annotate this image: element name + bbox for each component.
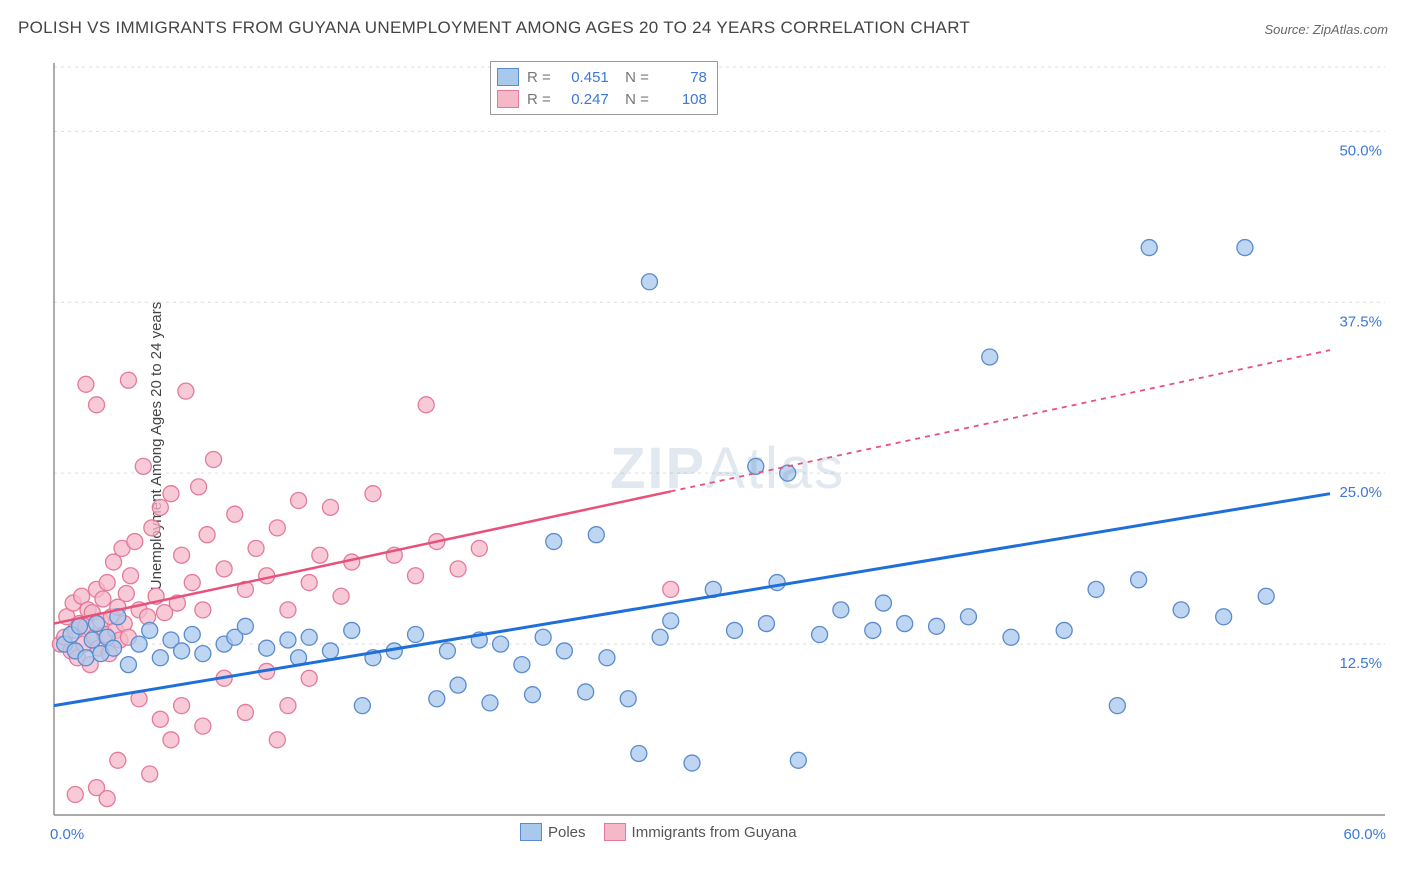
- svg-text:25.0%: 25.0%: [1339, 484, 1382, 501]
- source-label: Source: ZipAtlas.com: [1264, 22, 1388, 37]
- svg-text:12.5%: 12.5%: [1339, 655, 1382, 672]
- x-min-label: 0.0%: [50, 826, 84, 843]
- correlation-row-guyana: R = 0.247 N = 108: [497, 88, 707, 110]
- r-label: R =: [527, 69, 551, 86]
- n-value-poles: 78: [657, 69, 707, 86]
- r-label: R =: [527, 91, 551, 108]
- swatch-guyana: [604, 823, 626, 841]
- legend-item-guyana: Immigrants from Guyana: [604, 823, 797, 841]
- correlation-legend: R = 0.451 N = 78 R = 0.247 N = 108: [490, 61, 718, 115]
- n-label: N =: [617, 69, 649, 86]
- chart-title: POLISH VS IMMIGRANTS FROM GUYANA UNEMPLO…: [18, 18, 970, 38]
- legend-label-poles: Poles: [548, 824, 586, 841]
- swatch-poles: [497, 68, 519, 86]
- n-value-guyana: 108: [657, 91, 707, 108]
- svg-text:50.0%: 50.0%: [1339, 142, 1382, 159]
- r-value-guyana: 0.247: [559, 91, 609, 108]
- svg-text:37.5%: 37.5%: [1339, 313, 1382, 330]
- n-label: N =: [617, 91, 649, 108]
- correlation-row-poles: R = 0.451 N = 78: [497, 66, 707, 88]
- r-value-poles: 0.451: [559, 69, 609, 86]
- swatch-poles: [520, 823, 542, 841]
- legend-label-guyana: Immigrants from Guyana: [632, 824, 797, 841]
- swatch-guyana: [497, 90, 519, 108]
- series-legend: Poles Immigrants from Guyana: [520, 823, 797, 841]
- x-max-label: 60.0%: [1343, 826, 1386, 843]
- scatter-chart-svg: 12.5% 25.0% 37.5% 50.0%: [50, 55, 1390, 845]
- legend-item-poles: Poles: [520, 823, 586, 841]
- chart-area: 12.5%25.0%37.5%50.0% ZIPAtlas R = 0.451 …: [50, 55, 1390, 845]
